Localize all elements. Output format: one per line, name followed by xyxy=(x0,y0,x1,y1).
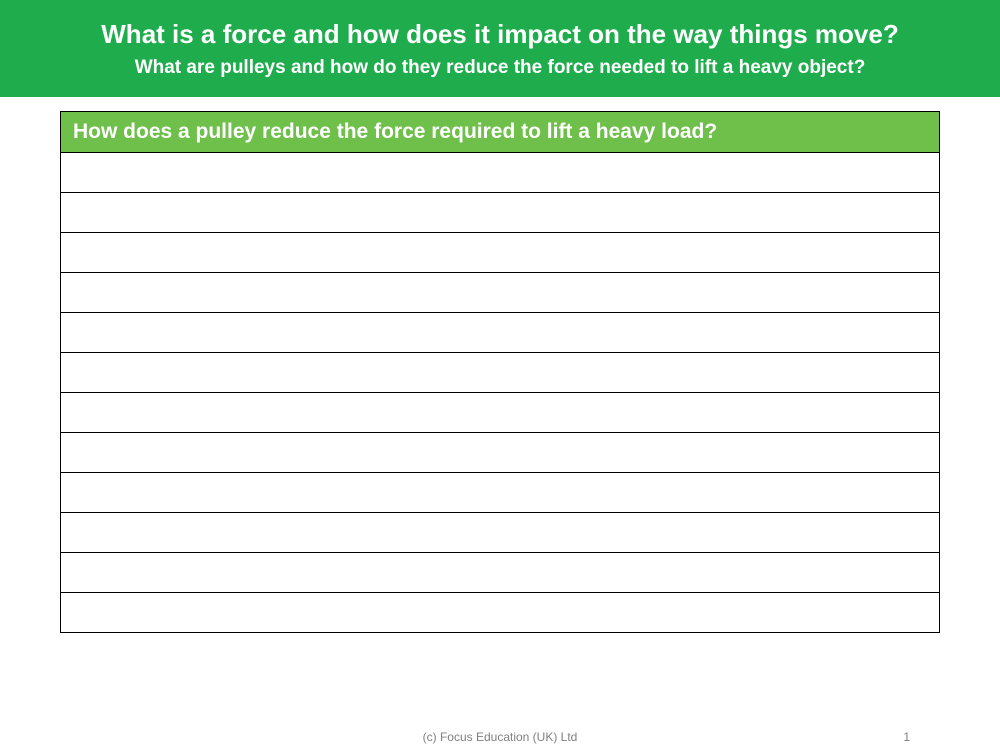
header-banner: What is a force and how does it impact o… xyxy=(0,0,1000,97)
page-number: 1 xyxy=(903,730,910,744)
content-area: How does a pulley reduce the force requi… xyxy=(60,111,940,633)
answer-line xyxy=(61,392,939,432)
question-prompt: How does a pulley reduce the force requi… xyxy=(61,112,939,152)
question-box: How does a pulley reduce the force requi… xyxy=(60,111,940,633)
worksheet-page: What is a force and how does it impact o… xyxy=(0,0,1000,750)
answer-line xyxy=(61,312,939,352)
answer-line xyxy=(61,512,939,552)
unit-title: What is a force and how does it impact o… xyxy=(20,18,980,51)
answer-line xyxy=(61,272,939,312)
answer-line xyxy=(61,592,939,632)
answer-line xyxy=(61,552,939,592)
answer-line xyxy=(61,352,939,392)
copyright-text: (c) Focus Education (UK) Ltd xyxy=(423,730,578,744)
answer-line xyxy=(61,152,939,192)
answer-line xyxy=(61,232,939,272)
answer-line xyxy=(61,432,939,472)
answer-line xyxy=(61,472,939,512)
answer-line xyxy=(61,192,939,232)
answer-lines xyxy=(61,152,939,632)
lesson-subtitle: What are pulleys and how do they reduce … xyxy=(20,57,980,79)
